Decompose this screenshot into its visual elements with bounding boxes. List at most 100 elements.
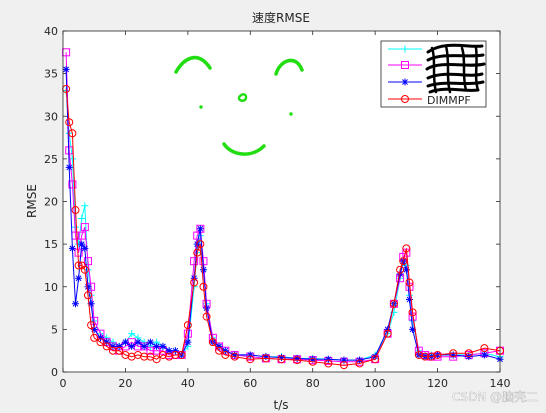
series-4-point [383, 329, 392, 338]
series-3-point [246, 351, 254, 359]
series-3-point [109, 342, 117, 350]
y-tick-label: 5 [51, 323, 58, 336]
series-4-point [83, 291, 92, 300]
legend-scribble [425, 43, 486, 94]
series-3-point [134, 338, 142, 346]
series-4-point [449, 349, 458, 358]
series-2-point [74, 248, 83, 257]
series-4-point [480, 344, 489, 353]
series-4-point [433, 350, 442, 359]
series-4-point [183, 321, 192, 330]
series-3-point [184, 338, 192, 346]
series-3-point [146, 338, 154, 346]
series-2-point [146, 346, 155, 355]
series-4-point [246, 355, 255, 364]
series-3-point [231, 351, 239, 359]
series-3-point [84, 283, 92, 291]
series-3-point [384, 325, 392, 333]
series-3-point [405, 296, 413, 304]
series-4-point [261, 354, 270, 363]
series-3-point [171, 347, 179, 355]
series-3-point [309, 355, 317, 363]
chart-title: 速度RMSE [252, 10, 310, 25]
series-4-point [115, 346, 124, 355]
series-3-point [96, 334, 104, 342]
series-3-point [81, 244, 89, 252]
y-tick-label: 10 [44, 281, 58, 294]
series-3-point [409, 325, 417, 333]
series-4-point [408, 308, 417, 317]
series-4-point [464, 349, 473, 358]
series-3-line [65, 69, 501, 361]
series-3-point [262, 353, 270, 361]
legend-marker-3 [401, 78, 409, 86]
x-tick-label: 100 [365, 377, 386, 390]
series-1-point [81, 202, 89, 210]
axis-ticks: 0 20 40 60 80 100 120 140 0 5 10 15 20 25 30 35 40 [44, 25, 511, 390]
series-4-point [68, 129, 77, 138]
series-4-point [339, 361, 348, 370]
series-3-point [324, 355, 332, 363]
x-tick-label: 140 [490, 377, 511, 390]
series-3-point [340, 356, 348, 364]
doodle-right-dot [289, 112, 293, 116]
series-4-point [208, 338, 217, 347]
series-3-point [371, 353, 379, 361]
series-4-point [293, 356, 302, 365]
series-4-point [396, 265, 405, 274]
x-tick-label: 120 [427, 377, 448, 390]
series-4-point [389, 299, 398, 308]
series-3-point [293, 354, 301, 362]
doodle-left-eyebrow [174, 55, 212, 74]
series-4-point [221, 350, 230, 359]
series-3-point [115, 342, 123, 350]
y-tick-label: 35 [44, 68, 58, 81]
series-4-point [190, 278, 199, 287]
series-3-point [449, 351, 457, 359]
series-4-point [308, 357, 317, 366]
x-tick-label: 80 [306, 377, 320, 390]
x-axis-label: t/s [274, 398, 289, 412]
legend-lines [388, 45, 422, 103]
series-3-point [159, 342, 167, 350]
watermark: CSDN @脑壳二 [452, 390, 538, 404]
series-4 [62, 84, 504, 370]
series-4-point [90, 333, 99, 342]
series-3-point [128, 342, 136, 350]
series-3-point [68, 244, 76, 252]
series-3-point [75, 274, 83, 282]
series-2-point [68, 180, 77, 189]
series-4-point [199, 282, 208, 291]
x-tick-label: 40 [181, 377, 195, 390]
series-4-point [74, 261, 83, 270]
series-3-point [221, 347, 229, 355]
series-3-point [62, 65, 70, 73]
series-4-point [324, 359, 333, 368]
series-2-point [183, 329, 192, 338]
series-4-point [399, 257, 408, 266]
series-4-point [87, 321, 96, 330]
axes-box [62, 30, 501, 373]
series-3-point [196, 225, 204, 233]
series-4-point [140, 352, 149, 361]
x-tick-label: 60 [243, 377, 257, 390]
doodle-mouth [222, 142, 266, 156]
series-4-point [371, 355, 380, 364]
series-4-point [80, 265, 89, 274]
series-4-point [65, 118, 74, 127]
series-3-point [396, 270, 404, 278]
legend: DIMMPF [380, 40, 487, 108]
y-tick-label: 0 [51, 366, 58, 379]
series-4-point [152, 355, 161, 364]
legend-marker-4 [401, 95, 409, 103]
legend-marker-2 [401, 61, 409, 69]
series-2-point [80, 223, 89, 232]
x-tick-label: 20 [118, 377, 132, 390]
series-4-point [355, 359, 364, 368]
series-3-point [215, 342, 223, 350]
series-2-point [83, 257, 92, 266]
legend-label-4: DIMMPF [427, 94, 471, 107]
series-1-point [78, 215, 86, 223]
series-3-point [199, 266, 207, 274]
